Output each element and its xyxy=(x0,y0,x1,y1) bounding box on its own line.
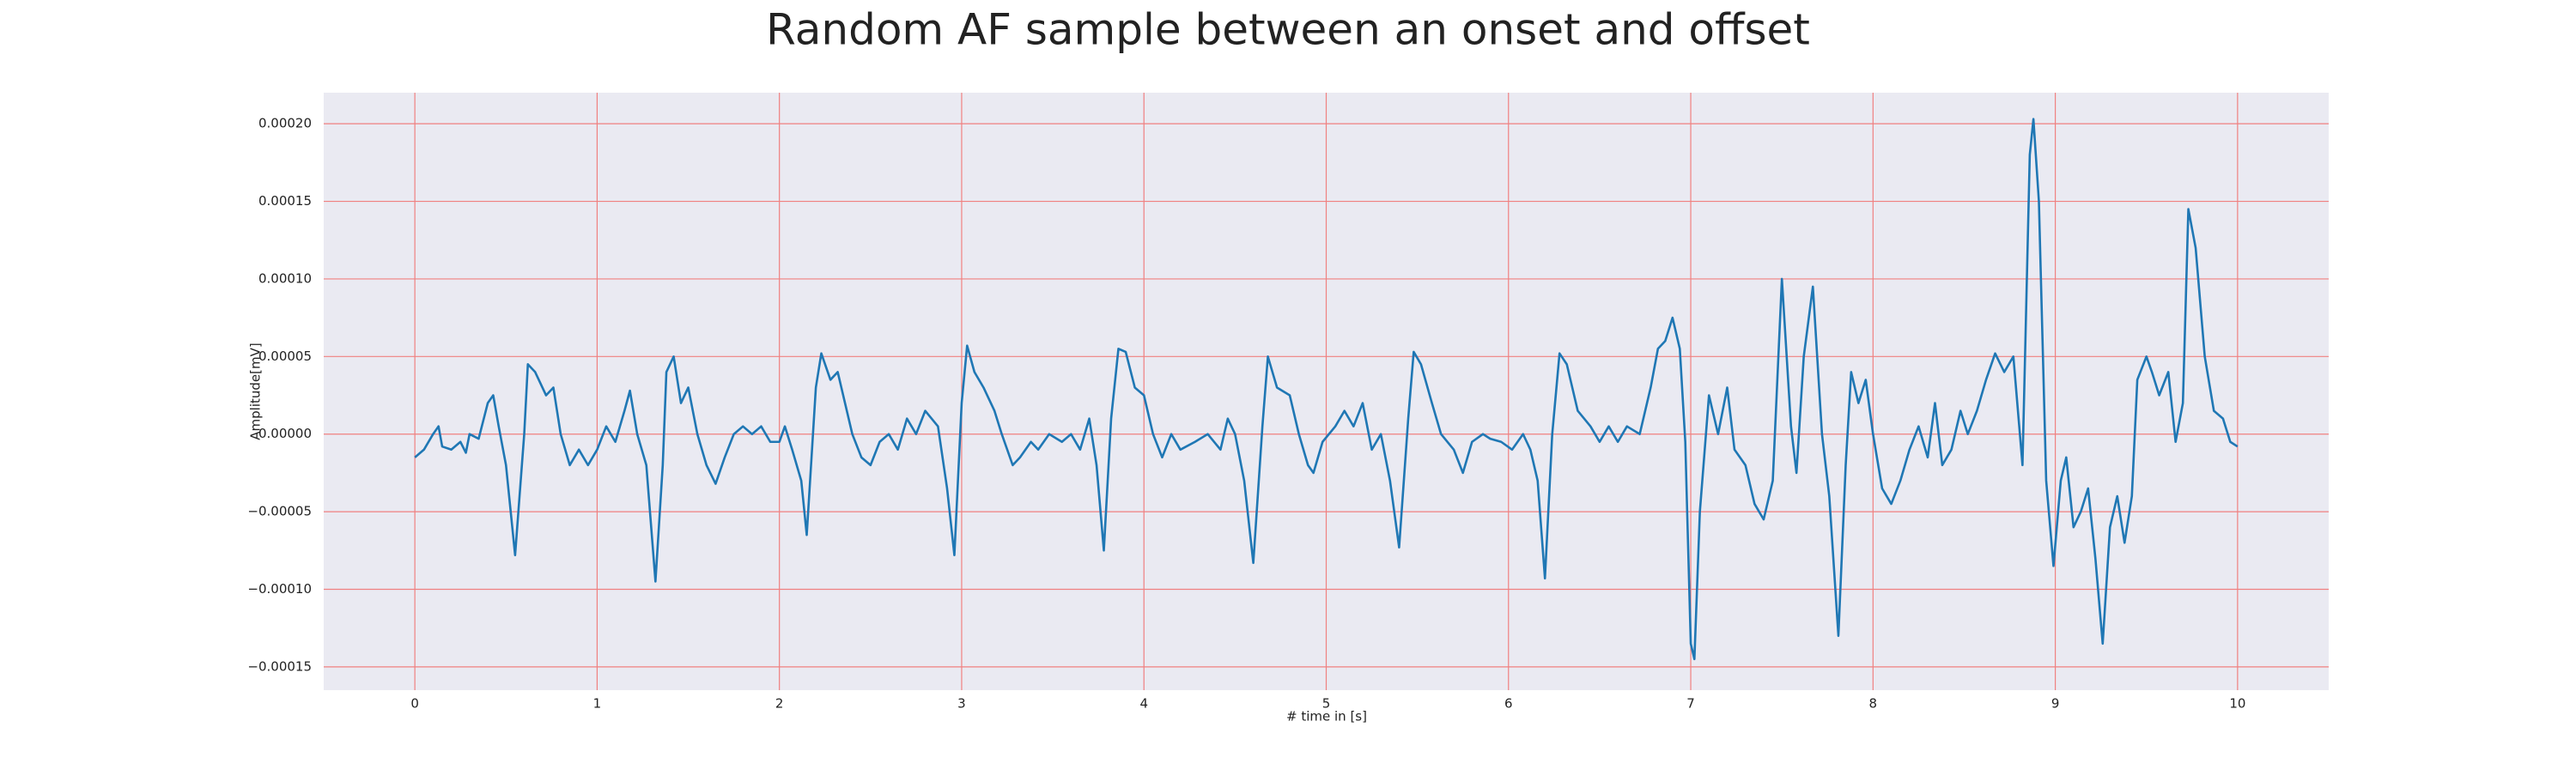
x-tick-label: 3 xyxy=(957,696,966,712)
x-tick-label: 5 xyxy=(1322,696,1331,712)
y-tick-label: 0.00015 xyxy=(258,193,312,209)
y-tick-label: 0.00005 xyxy=(258,349,312,364)
y-axis-label: Amplitude[mV] xyxy=(248,343,264,440)
x-tick-label: 0 xyxy=(410,696,419,712)
x-tick-label: 1 xyxy=(593,696,602,712)
chart-title: Random AF sample between an onset and of… xyxy=(766,5,1810,55)
y-tick-label: 0.00000 xyxy=(258,426,312,441)
x-tick-label: 10 xyxy=(2229,696,2245,712)
y-tick-label: 0.00010 xyxy=(258,270,312,286)
data-line xyxy=(414,118,2239,661)
y-tick-label: −0.00010 xyxy=(247,581,312,597)
y-tick-label: 0.00020 xyxy=(258,116,312,131)
x-tick-label: 4 xyxy=(1139,696,1148,712)
y-tick-label: −0.00015 xyxy=(247,658,312,674)
y-tick-label: −0.00005 xyxy=(247,504,312,519)
plot xyxy=(414,118,2239,661)
x-axis-label: # time in [s] xyxy=(1286,709,1367,724)
x-tick-label: 7 xyxy=(1686,696,1695,712)
x-tick-label: 6 xyxy=(1504,696,1513,712)
grid xyxy=(324,93,2329,690)
x-tick-label: 8 xyxy=(1869,696,1878,712)
x-tick-label: 2 xyxy=(775,696,784,712)
x-tick-label: 9 xyxy=(2051,696,2060,712)
